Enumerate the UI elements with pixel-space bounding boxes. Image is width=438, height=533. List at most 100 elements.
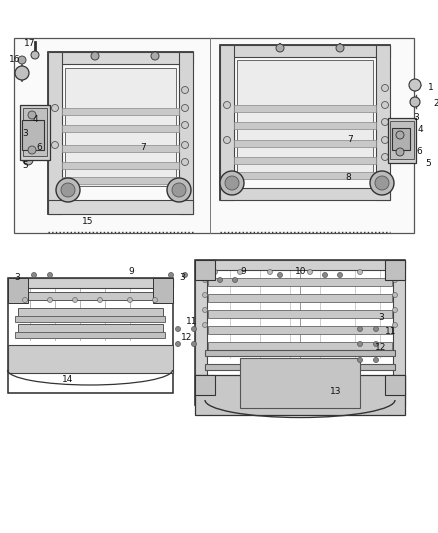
Circle shape [28,111,36,119]
Bar [20,105,50,160]
Text: 4: 4 [418,125,424,134]
Bar [240,358,360,408]
Circle shape [36,142,42,148]
Circle shape [202,322,208,327]
Circle shape [181,158,188,166]
Circle shape [357,270,363,274]
Circle shape [176,327,180,332]
Circle shape [32,272,36,278]
Text: 2: 2 [433,99,438,108]
Text: 4: 4 [32,116,38,125]
Circle shape [357,358,363,362]
Bar [205,364,395,370]
Circle shape [47,297,53,303]
Bar [208,294,392,302]
Bar [18,324,163,332]
Bar [393,260,405,405]
Bar [18,292,163,300]
Circle shape [181,141,188,149]
Circle shape [396,148,404,156]
Bar [385,375,405,395]
Bar [48,52,62,214]
Bar [208,326,392,334]
Circle shape [392,322,398,327]
Text: 3: 3 [14,273,20,282]
Text: 3: 3 [179,273,185,282]
Circle shape [127,297,133,303]
Bar [65,68,176,186]
Circle shape [73,297,78,303]
Circle shape [392,293,398,297]
Circle shape [61,183,75,197]
Bar [195,375,215,395]
Circle shape [183,272,187,278]
Circle shape [52,104,59,111]
Text: 9: 9 [128,268,134,277]
Text: 11: 11 [385,327,396,336]
Bar [195,260,207,405]
Circle shape [202,293,208,297]
Circle shape [18,56,26,64]
Text: 15: 15 [82,216,94,225]
Circle shape [388,270,392,274]
Bar [195,260,405,405]
Text: 8: 8 [345,174,351,182]
Circle shape [409,79,421,91]
Bar [62,177,179,184]
Text: 6: 6 [36,142,42,151]
Circle shape [233,278,237,282]
Bar [15,332,165,338]
Circle shape [268,270,272,274]
Circle shape [212,270,218,274]
Circle shape [381,101,389,109]
Circle shape [410,97,420,107]
Bar [153,278,173,303]
Bar [234,105,376,112]
Bar [22,120,44,150]
Circle shape [223,136,230,143]
Bar [205,350,395,356]
Circle shape [336,44,344,52]
Bar [208,310,392,318]
Circle shape [307,270,312,274]
Circle shape [322,272,328,278]
Bar [208,342,392,350]
Circle shape [220,171,244,195]
Circle shape [32,130,38,136]
Text: 3: 3 [378,313,384,322]
Circle shape [98,297,102,303]
Bar [48,52,193,214]
Circle shape [202,278,208,282]
Bar [234,172,376,179]
Circle shape [381,154,389,160]
Circle shape [151,52,159,60]
Bar [237,60,373,175]
Text: 16: 16 [8,55,20,64]
Text: 12: 12 [375,343,386,352]
Bar [8,278,173,393]
Bar [48,52,193,64]
Circle shape [52,141,59,149]
Circle shape [22,297,28,303]
Circle shape [357,342,363,346]
Text: 5: 5 [22,160,28,169]
Circle shape [28,146,36,154]
Circle shape [218,278,223,282]
Circle shape [191,342,197,346]
Bar [8,345,173,373]
Bar [195,260,215,280]
Circle shape [357,327,363,332]
Bar [390,121,414,159]
Circle shape [374,327,378,332]
Bar [385,260,405,280]
Circle shape [181,122,188,128]
Circle shape [381,136,389,143]
Bar [8,278,28,303]
Circle shape [23,155,33,165]
Text: 6: 6 [416,147,422,156]
Circle shape [370,171,394,195]
Circle shape [31,51,39,59]
Bar [14,38,414,233]
Bar [220,45,234,200]
Circle shape [237,270,243,274]
